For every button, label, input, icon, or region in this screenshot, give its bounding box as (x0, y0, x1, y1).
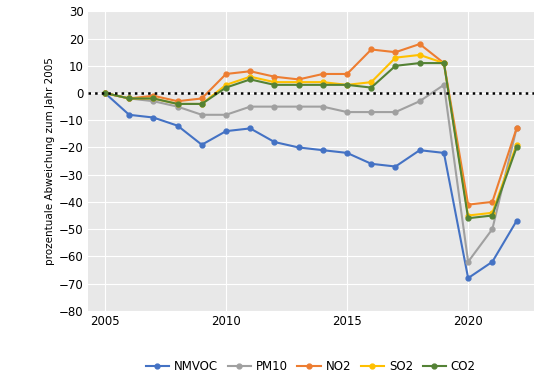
CO2 (416, 61, 423, 65)
PM10 (344, 110, 350, 114)
PM10 (489, 227, 496, 232)
NO2 (126, 96, 133, 101)
NMVOC (392, 164, 399, 169)
Legend: NMVOC, PM10, NO2, SO2, CO2: NMVOC, PM10, NO2, SO2, CO2 (141, 356, 481, 378)
SO2 (126, 96, 133, 101)
CO2 (344, 83, 350, 87)
CO2 (368, 85, 375, 90)
CO2 (320, 83, 326, 87)
CO2 (441, 61, 447, 65)
NMVOC (441, 150, 447, 155)
CO2 (102, 91, 108, 95)
PM10 (320, 104, 326, 109)
NMVOC (295, 145, 302, 150)
PM10 (199, 113, 205, 117)
SO2 (465, 213, 471, 218)
NO2 (199, 96, 205, 101)
PM10 (247, 104, 254, 109)
NMVOC (513, 219, 520, 223)
CO2 (223, 85, 229, 90)
SO2 (320, 80, 326, 85)
SO2 (344, 83, 350, 87)
SO2 (441, 61, 447, 65)
PM10 (392, 110, 399, 114)
PM10 (416, 99, 423, 103)
Line: NMVOC: NMVOC (102, 91, 519, 280)
PM10 (295, 104, 302, 109)
CO2 (295, 83, 302, 87)
NO2 (320, 72, 326, 76)
PM10 (441, 83, 447, 87)
SO2 (174, 102, 181, 106)
NMVOC (150, 115, 157, 120)
NMVOC (174, 124, 181, 128)
PM10 (223, 113, 229, 117)
SO2 (295, 80, 302, 85)
SO2 (247, 74, 254, 79)
NO2 (102, 91, 108, 95)
NO2 (223, 72, 229, 76)
NO2 (150, 94, 157, 98)
PM10 (368, 110, 375, 114)
SO2 (513, 143, 520, 147)
PM10 (126, 96, 133, 101)
CO2 (126, 96, 133, 101)
NMVOC (223, 129, 229, 133)
NO2 (392, 50, 399, 55)
PM10 (150, 99, 157, 103)
PM10 (102, 91, 108, 95)
NMVOC (368, 161, 375, 166)
NO2 (441, 61, 447, 65)
CO2 (247, 77, 254, 82)
Line: SO2: SO2 (102, 52, 519, 218)
NMVOC (271, 140, 278, 144)
Line: CO2: CO2 (102, 61, 519, 221)
SO2 (271, 80, 278, 85)
NMVOC (199, 143, 205, 147)
SO2 (392, 55, 399, 60)
SO2 (223, 83, 229, 87)
PM10 (174, 104, 181, 109)
CO2 (465, 216, 471, 221)
NO2 (513, 126, 520, 131)
SO2 (489, 210, 496, 215)
CO2 (174, 102, 181, 106)
SO2 (416, 53, 423, 57)
NMVOC (416, 148, 423, 152)
NMVOC (344, 150, 350, 155)
SO2 (150, 96, 157, 101)
NO2 (344, 72, 350, 76)
SO2 (199, 102, 205, 106)
CO2 (199, 102, 205, 106)
NO2 (416, 42, 423, 46)
NO2 (465, 202, 471, 207)
PM10 (465, 260, 471, 264)
NMVOC (489, 260, 496, 264)
NMVOC (247, 126, 254, 131)
NMVOC (126, 113, 133, 117)
NMVOC (320, 148, 326, 152)
NO2 (247, 69, 254, 74)
SO2 (368, 80, 375, 85)
CO2 (150, 96, 157, 101)
CO2 (271, 83, 278, 87)
PM10 (513, 126, 520, 131)
Line: NO2: NO2 (102, 42, 519, 207)
NO2 (295, 77, 302, 82)
CO2 (513, 145, 520, 150)
Line: PM10: PM10 (102, 82, 519, 264)
NO2 (368, 47, 375, 52)
NMVOC (102, 91, 108, 95)
Y-axis label: prozentuale Abweichung zum Jahr 2005: prozentuale Abweichung zum Jahr 2005 (45, 57, 55, 265)
CO2 (489, 213, 496, 218)
NMVOC (465, 276, 471, 280)
CO2 (392, 64, 399, 68)
NO2 (489, 200, 496, 204)
NO2 (271, 74, 278, 79)
PM10 (271, 104, 278, 109)
NO2 (174, 99, 181, 103)
SO2 (102, 91, 108, 95)
